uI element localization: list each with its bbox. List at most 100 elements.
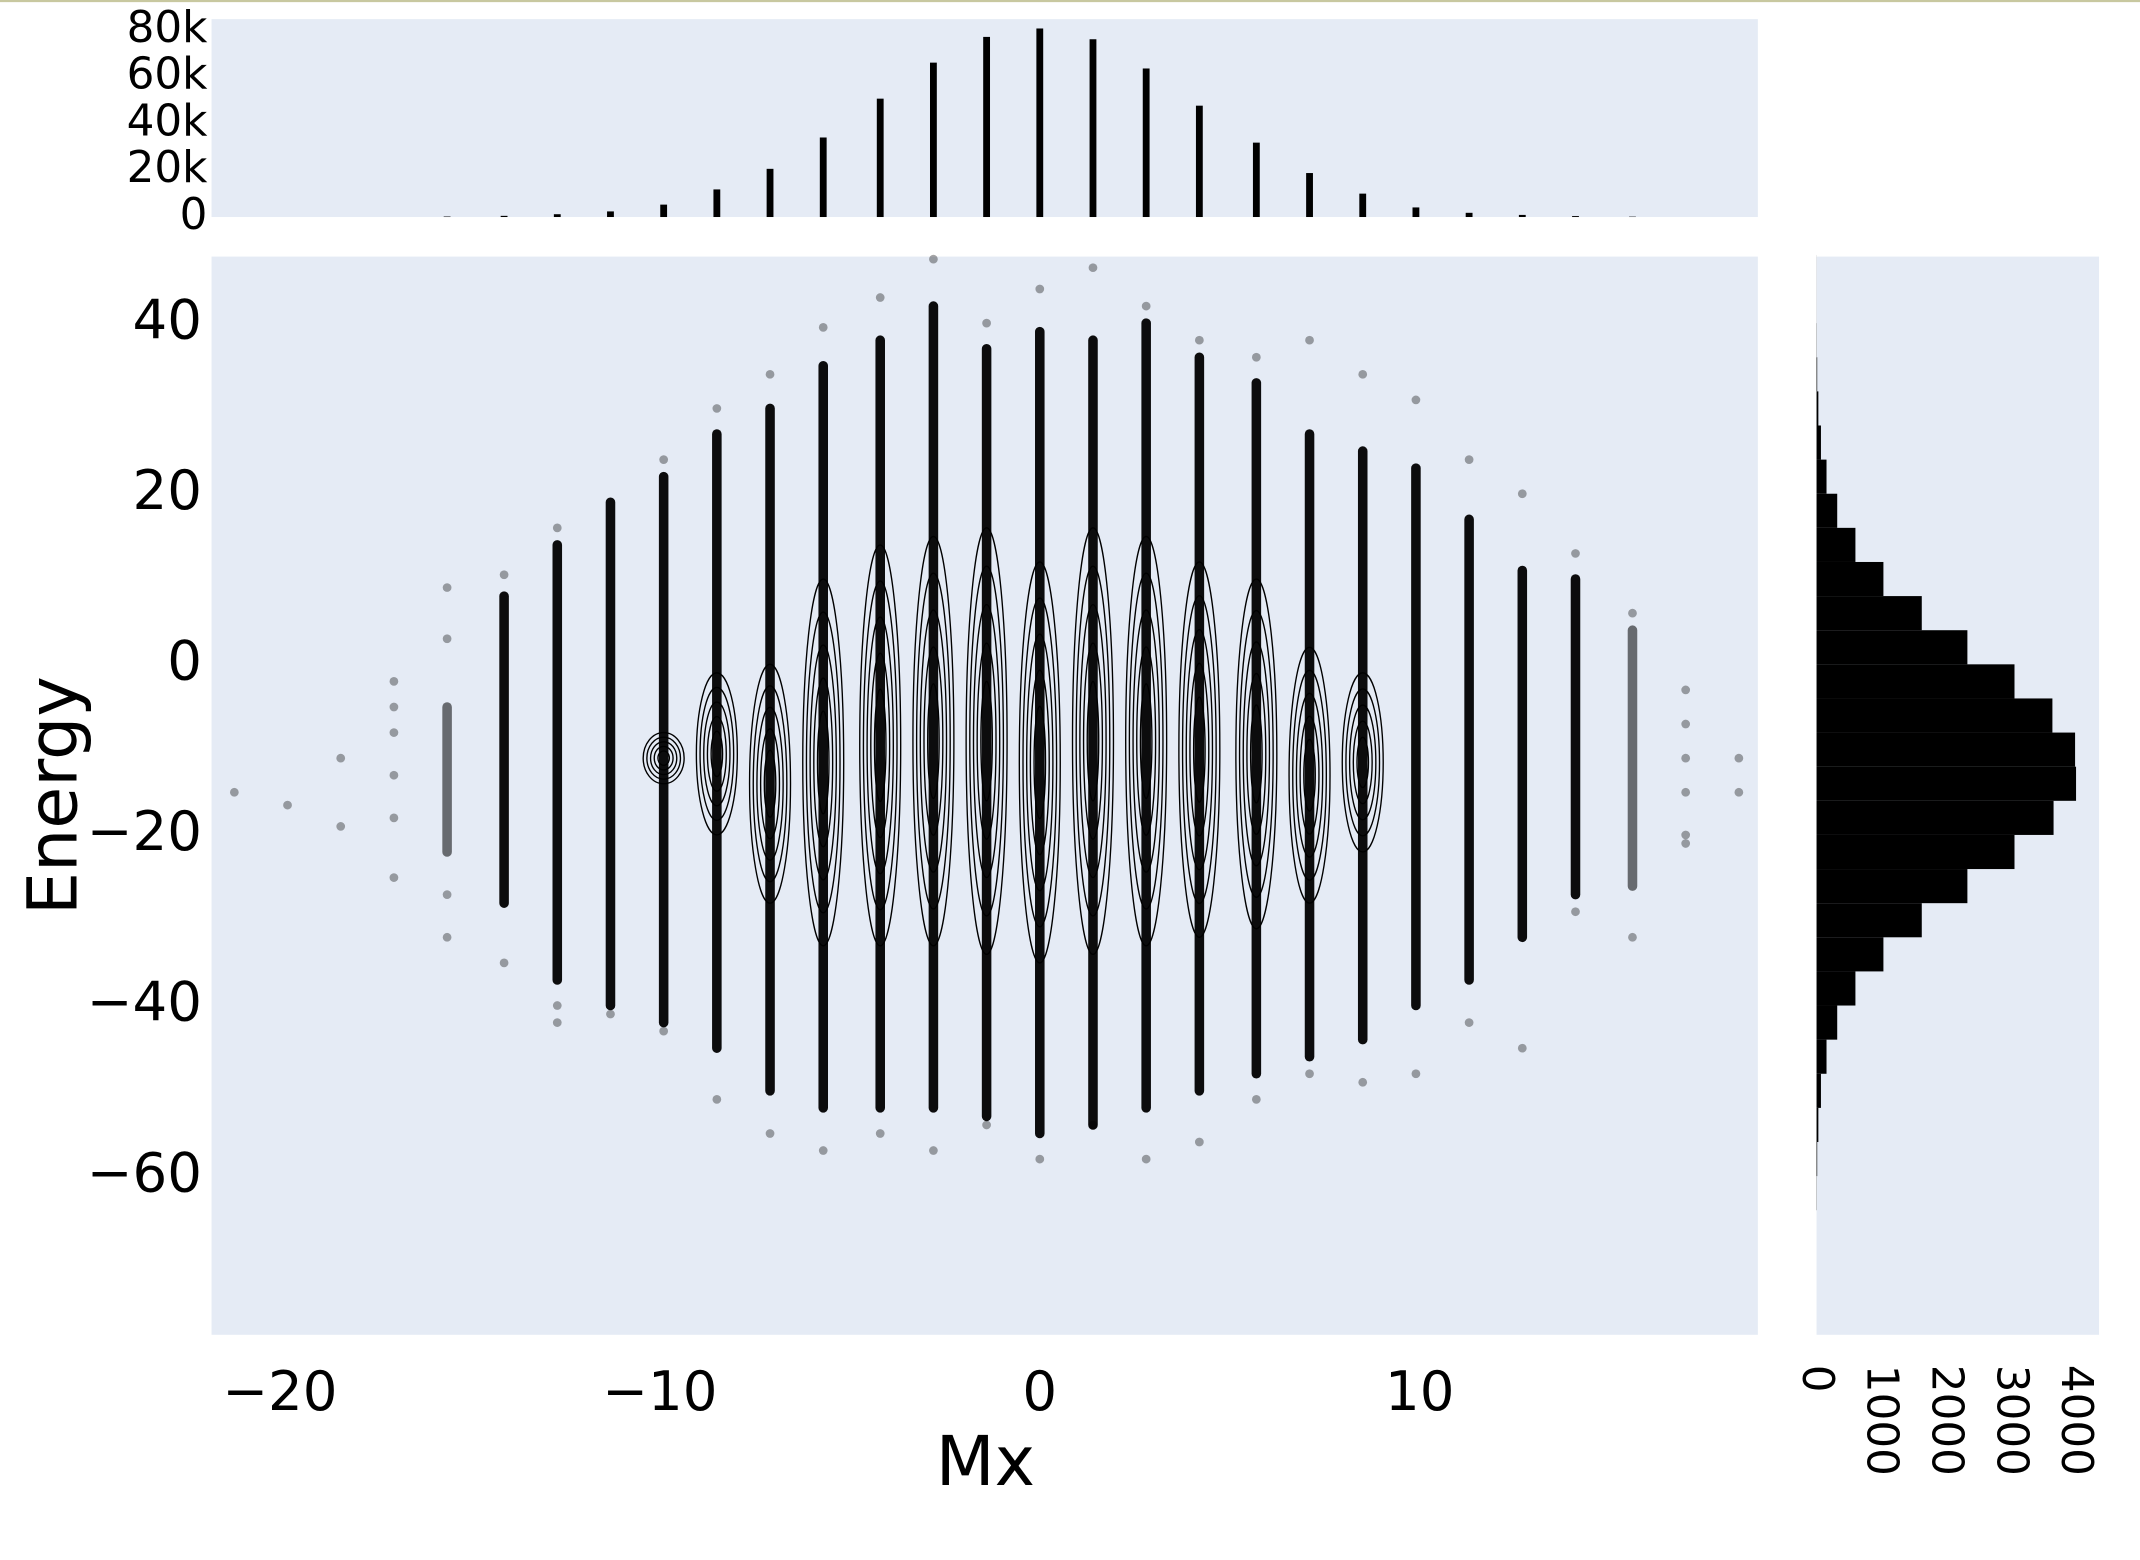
histogram-bar (1816, 869, 1968, 904)
density-contour (1075, 565, 1111, 917)
density-contour (1352, 720, 1373, 805)
histogram-bar (1816, 596, 1922, 631)
scatter-point (1305, 335, 1314, 345)
density-contour (1235, 578, 1278, 930)
density-contour (759, 728, 781, 840)
density-contour (809, 644, 838, 881)
scatter-point (1628, 932, 1637, 942)
scatter-point (1141, 301, 1151, 311)
scatter-point (1517, 1043, 1527, 1053)
density-contour (1246, 672, 1267, 836)
density-contour (926, 683, 940, 800)
scatter-point (499, 958, 509, 968)
scatter-point (1194, 1137, 1204, 1147)
histogram-bar (1816, 664, 2015, 699)
density-contour (649, 741, 678, 776)
density-contour (1348, 704, 1377, 821)
x-axis-label: Mx (936, 1423, 1035, 1502)
density-contour (710, 730, 724, 778)
bar (1359, 193, 1367, 218)
density-contour (642, 731, 685, 785)
density-contour (1018, 561, 1061, 964)
density-contour (972, 603, 1001, 879)
scatter-point (1088, 1120, 1098, 1130)
scatter-point (818, 1146, 828, 1155)
density-contour (1022, 597, 1058, 928)
histogram-bar (1816, 732, 2076, 767)
bar (660, 204, 668, 218)
scatter-point (929, 254, 938, 264)
density-contour (1299, 715, 1320, 835)
histogram-bar (1816, 937, 1884, 972)
density-contour (919, 609, 948, 873)
bar (607, 211, 614, 218)
bar (929, 62, 937, 218)
bar (1518, 214, 1526, 218)
bar (1465, 212, 1473, 218)
density-contour (866, 616, 895, 875)
bar (1089, 39, 1097, 218)
scatter-point (499, 570, 509, 580)
density-contour (1082, 642, 1104, 840)
bar (713, 189, 721, 218)
scatter-point (336, 822, 346, 831)
density-contour (1192, 696, 1206, 803)
scatter-point (1358, 369, 1368, 379)
scatter-point (1358, 1077, 1368, 1087)
histogram-bar (1816, 357, 1818, 392)
scatter-point (1464, 455, 1474, 464)
scatter-point (1734, 753, 1744, 763)
density-contour (1086, 680, 1100, 802)
density-contour (1356, 736, 1370, 789)
density-contour (805, 611, 841, 914)
scatter-point (389, 770, 399, 780)
density-contour (965, 527, 1008, 956)
scatter-point (712, 1094, 722, 1104)
y-tick-label: 0 (167, 628, 202, 692)
y-tick-label: 20k (127, 142, 209, 193)
density-contour (1238, 609, 1274, 898)
histogram-bar (1816, 1039, 1827, 1074)
histogram-bar (1816, 1073, 1821, 1108)
y-tick-label: 20 (133, 458, 202, 522)
scatter-point (1464, 1018, 1474, 1027)
scatter-point (1088, 263, 1098, 273)
density-contour (657, 750, 671, 767)
density-contour (1189, 662, 1210, 837)
scatter-point (1734, 787, 1744, 797)
scatter-point (389, 728, 399, 737)
density-contour (1029, 669, 1050, 856)
x-tick-label: 1000 (1857, 1365, 1908, 1476)
scatter-point (659, 455, 669, 464)
scatter-point (982, 1120, 991, 1130)
density-contour (969, 565, 1005, 917)
x-tick-label: 0 (1792, 1365, 1843, 1393)
density-contour (802, 578, 845, 947)
scatter-point (1681, 719, 1691, 729)
histogram-bar (1816, 698, 2053, 733)
scatter-point (442, 583, 452, 592)
y-tick-label: −40 (87, 970, 202, 1034)
scatter-point (1141, 1154, 1151, 1164)
bar (1036, 28, 1044, 218)
scatter-point (982, 318, 991, 328)
y-tick-label: 0 (180, 189, 208, 240)
histogram-bar (1816, 800, 2054, 835)
density-contour (1288, 646, 1331, 904)
scatter-point (1681, 830, 1691, 840)
x-tick-label: −10 (602, 1359, 717, 1423)
histogram-bar (1816, 971, 1856, 1006)
scatter-point (552, 1001, 562, 1010)
density-contour (980, 680, 994, 802)
scatter-point (442, 634, 452, 644)
histogram-bar (1816, 425, 1821, 460)
density-contour (1242, 641, 1271, 867)
scatter-point (929, 1146, 938, 1155)
histogram-bar (1816, 1107, 1819, 1143)
density-contour (756, 706, 784, 861)
density-contour (1128, 572, 1164, 910)
bar (819, 137, 827, 218)
density-contour (1026, 633, 1054, 892)
bar (1195, 105, 1203, 218)
